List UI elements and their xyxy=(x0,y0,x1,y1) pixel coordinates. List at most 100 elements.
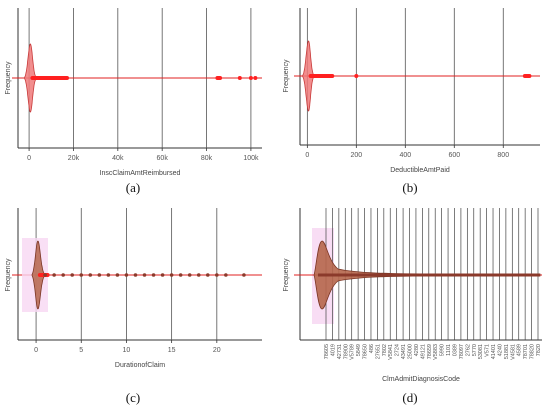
x-axis-label: DurationofClaim xyxy=(115,362,165,369)
x-tick-label: V571 xyxy=(485,344,491,357)
y-axis-label: Frequency xyxy=(5,258,12,292)
data-point xyxy=(106,273,111,277)
caption-d: (d) xyxy=(402,390,418,405)
panel-b: 0 200 400 600 800 Frequency DeductibleAmtPaid xyxy=(278,0,550,175)
x-tick-label: 25000 xyxy=(408,344,414,359)
x-tick-label: 800 xyxy=(497,152,509,159)
x-tick-label: 78900 xyxy=(343,344,349,359)
y-axis-label: Frequency xyxy=(283,258,290,292)
data-point xyxy=(151,273,156,277)
tail-cluster xyxy=(522,74,532,78)
dense-strip xyxy=(318,273,540,277)
x-tick-label: 4240 xyxy=(497,344,503,356)
x-axis-label: ClmAdmitDiagnosisCode xyxy=(382,376,460,383)
data-point xyxy=(142,273,147,277)
data-point xyxy=(133,273,138,277)
x-tick-label: 27651 xyxy=(375,344,381,359)
data-point xyxy=(160,273,165,277)
caption-a: (a) xyxy=(125,180,141,195)
caption-c: (c) xyxy=(125,390,141,405)
data-point xyxy=(205,273,210,277)
tail-cluster xyxy=(215,76,223,80)
data-point xyxy=(88,273,93,277)
x-tick-label: 15 xyxy=(168,347,176,354)
x-tick-label: 42731 xyxy=(337,344,343,359)
x-tick-label: 100k xyxy=(243,155,259,162)
data-point xyxy=(196,273,201,277)
x-tick-label: 80k xyxy=(201,155,213,162)
x-tick-label: 4019 xyxy=(330,344,336,356)
x-tick-label: 1101 xyxy=(446,344,452,356)
violin-chart-b: 0 200 400 600 800 Frequency DeductibleAmtPaid xyxy=(283,8,540,174)
dense-strip xyxy=(30,76,70,80)
data-point xyxy=(115,273,120,277)
x-tick-label: 2724 xyxy=(395,344,401,356)
x-tick-label: 78820 xyxy=(530,344,536,359)
violin-chart-a: 0 20k 40k 60k 80k 100k Frequency InscClaimAmtRe… xyxy=(5,8,262,177)
panel-c: 0 5 10 15 20 Frequency DurationofClaim xyxy=(0,200,270,375)
violin-chart-c: 0 5 10 15 20 Frequency DurationofClaim xyxy=(5,208,262,369)
x-tick-label: 78650 xyxy=(363,344,369,359)
x-tick-label: 40k xyxy=(112,155,124,162)
outlier-point xyxy=(237,76,242,80)
violin-chart-d: 78605 4019 42731 78900 V5789 5849 78650 486 2765… xyxy=(283,208,542,383)
x-tick-label: 7802 xyxy=(382,344,388,356)
x-tick-label: 51881 xyxy=(504,344,510,359)
data-point xyxy=(242,273,246,277)
x-tick-label: 0 xyxy=(27,155,31,162)
data-point xyxy=(124,273,129,277)
data-point xyxy=(178,273,183,277)
x-axis-label: InscClaimAmtReimbursed xyxy=(100,170,181,175)
x-tick-label: V5883 xyxy=(433,344,439,360)
x-tick-label: 5990 xyxy=(440,344,446,356)
caption-b: (b) xyxy=(402,180,418,195)
x-tick-label: 5 xyxy=(79,347,83,354)
data-point xyxy=(224,273,228,277)
data-point xyxy=(97,273,102,277)
data-point xyxy=(43,273,47,277)
x-tick-label: V5789 xyxy=(350,344,356,360)
x-tick-label: V5841 xyxy=(388,344,394,360)
data-point xyxy=(79,273,84,277)
x-tick-label: 78097 xyxy=(459,344,465,359)
x-tick-label: 7820 xyxy=(536,344,542,356)
x-tick-label: 600 xyxy=(448,152,460,159)
x-tick-label: 49121 xyxy=(420,344,426,359)
x-tick-label: 78701 xyxy=(523,344,529,359)
y-axis-label: Frequency xyxy=(5,61,12,95)
x-tick-label: 53081 xyxy=(478,344,484,359)
x-tick-label: 0 xyxy=(34,347,38,354)
x-axis-label: DeductibleAmtPaid xyxy=(390,167,450,174)
x-tick-label: 78659 xyxy=(427,344,433,359)
x-tick-label: 200 xyxy=(350,152,362,159)
y-axis-label: Frequency xyxy=(283,59,290,93)
panel-d: 78605 4019 42731 78900 V5789 5849 78650 486 2765… xyxy=(278,200,550,390)
x-tick-label: 2762 xyxy=(465,344,471,356)
x-tick-label: 43491 xyxy=(401,344,407,359)
data-point xyxy=(52,273,56,277)
x-tick-label: 0 xyxy=(305,152,309,159)
outlier-point xyxy=(248,76,253,80)
x-tick-label: 486 xyxy=(369,344,375,353)
outlier-point xyxy=(354,74,359,78)
x-tick-label: 20 xyxy=(213,347,221,354)
x-tick-label: 0389 xyxy=(452,344,458,356)
x-tick-label: 4589 xyxy=(517,344,523,356)
x-tick-label: 41401 xyxy=(491,344,497,359)
panel-a: 0 20k 40k 60k 80k 100k Frequency InscClaimAmtRe… xyxy=(0,0,270,177)
data-point xyxy=(169,273,174,277)
outlier-point xyxy=(253,76,258,80)
x-tick-label: V4581 xyxy=(510,344,516,360)
data-point xyxy=(215,273,219,277)
x-tick-label: 60k xyxy=(157,155,169,162)
x-tick-label: 10 xyxy=(123,347,131,354)
x-tick-label: 4280 xyxy=(414,344,420,356)
data-point xyxy=(70,273,75,277)
x-tick-label: 5849 xyxy=(356,344,362,356)
dense-strip xyxy=(308,74,335,78)
data-point xyxy=(61,273,65,277)
x-tick-label: 78605 xyxy=(324,344,330,359)
x-tick-label: 5770 xyxy=(472,344,478,356)
x-tick-label: 400 xyxy=(399,152,411,159)
data-point xyxy=(187,273,192,277)
